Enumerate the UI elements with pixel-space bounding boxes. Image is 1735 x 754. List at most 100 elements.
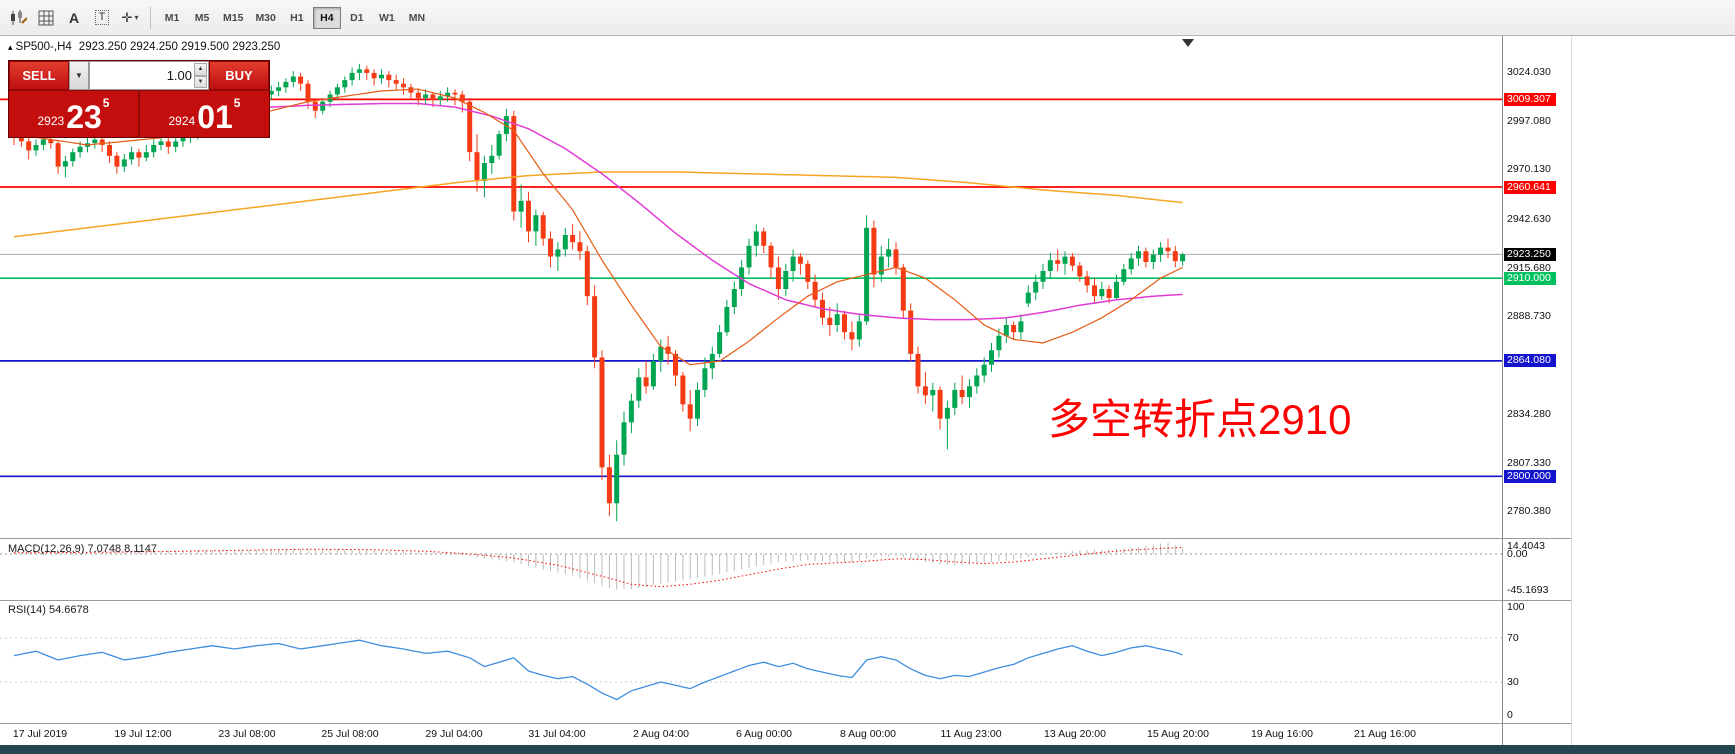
candlestick xyxy=(790,256,796,271)
candlestick xyxy=(92,139,98,144)
candlestick xyxy=(364,69,370,73)
candlestick xyxy=(915,353,921,387)
timeframe-button-MN[interactable]: MN xyxy=(403,7,431,29)
candlestick xyxy=(724,307,730,333)
candlestick xyxy=(320,101,326,111)
candlestick xyxy=(158,141,164,145)
candlestick xyxy=(842,314,847,333)
time-axis-label: 15 Aug 20:00 xyxy=(1147,728,1209,740)
candlestick xyxy=(107,145,112,156)
timeframe-button-M30[interactable]: M30 xyxy=(250,7,280,29)
volume-input[interactable] xyxy=(90,62,208,89)
order-type-dropdown[interactable]: ▼ xyxy=(69,61,89,90)
candlestick xyxy=(452,92,458,95)
chart-title-symbol: SP500-,H4 xyxy=(15,41,72,53)
rsi-value: 54.6678 xyxy=(48,604,89,616)
candlestick xyxy=(1128,258,1134,270)
candlestick xyxy=(570,235,576,243)
volume-decrease-button[interactable]: ▼ xyxy=(194,75,207,88)
candlestick xyxy=(878,256,884,275)
candlestick xyxy=(922,386,928,396)
timeframe-button-H1[interactable]: H1 xyxy=(283,7,311,29)
time-axis-label: 19 Aug 16:00 xyxy=(1251,728,1313,740)
textbox-tool-button[interactable]: T xyxy=(89,6,115,30)
candlestick xyxy=(1180,254,1186,262)
time-axis-label: 23 Jul 08:00 xyxy=(218,728,276,740)
candlestick xyxy=(797,256,803,264)
indicator-grid-icon xyxy=(38,10,54,25)
chart-tool-button[interactable] xyxy=(5,6,31,30)
bid-price-button[interactable]: 2923 23 5 xyxy=(9,91,140,137)
candlestick xyxy=(555,249,561,257)
candlestick xyxy=(70,152,76,162)
volume-box: ▲ ▼ xyxy=(89,61,209,90)
candlestick xyxy=(834,314,840,325)
candlestick xyxy=(526,200,531,232)
candlestick xyxy=(393,80,399,84)
toolbar: A T ✛ ▾ M1 M5 M15 M30 H1 H4 D1 W1 MN xyxy=(0,0,1735,36)
candlestick xyxy=(1040,271,1046,282)
ask-big-digits: 01 xyxy=(197,99,233,135)
bid-big-digits: 23 xyxy=(66,99,102,135)
candlestick xyxy=(930,389,936,396)
candlestick xyxy=(621,422,627,455)
candlestick xyxy=(77,146,83,153)
rsi-tick-label: 100 xyxy=(1507,601,1525,613)
candlestick xyxy=(99,139,105,145)
candlestick xyxy=(298,76,304,84)
ask-price-button[interactable]: 2924 01 5 xyxy=(140,91,269,137)
candlestick xyxy=(614,454,620,504)
candlestick xyxy=(628,400,634,423)
candlestick xyxy=(18,137,24,142)
candlestick xyxy=(459,94,465,102)
candlestick xyxy=(151,145,157,153)
timeframe-button-M5[interactable]: M5 xyxy=(188,7,216,29)
candlestick xyxy=(114,155,120,167)
price-line-badge: 3009.307 xyxy=(1504,92,1556,106)
price-line-badge: 2960.641 xyxy=(1504,180,1556,194)
candlestick xyxy=(849,332,855,340)
candlestick xyxy=(489,155,495,163)
candlestick xyxy=(496,134,502,156)
candlestick xyxy=(1011,325,1017,333)
time-axis-label: 11 Aug 23:00 xyxy=(940,728,1002,740)
time-axis-label: 21 Aug 16:00 xyxy=(1354,728,1416,740)
candlestick xyxy=(1055,260,1061,264)
chevron-down-icon: ▾ xyxy=(134,13,139,22)
sell-button[interactable]: SELL xyxy=(9,61,69,90)
candlestick xyxy=(55,143,61,167)
candlestick xyxy=(1165,247,1171,252)
price-tick-label: 3024.030 xyxy=(1507,66,1551,79)
chart-shift-marker[interactable] xyxy=(1182,39,1194,47)
time-axis-label: 13 Aug 20:00 xyxy=(1044,728,1106,740)
candlestick xyxy=(937,389,943,419)
indicators-button[interactable] xyxy=(33,6,59,30)
chart-title: ▴ SP500-,H4 2923.250 2924.250 2919.500 292… xyxy=(8,41,280,53)
timeframe-button-W1[interactable]: W1 xyxy=(373,7,401,29)
candlestick xyxy=(775,267,781,289)
timeframe-button-H4[interactable]: H4 xyxy=(312,6,341,29)
candlestick xyxy=(540,215,546,239)
symbol-marker-icon: ▴ xyxy=(8,42,13,52)
candlestick xyxy=(856,321,862,340)
candlestick xyxy=(1158,247,1164,255)
candlestick xyxy=(974,375,980,387)
text-label-tool-button[interactable]: A xyxy=(61,6,87,30)
crosshair-tool-button[interactable]: ✛ ▾ xyxy=(117,6,143,30)
chart-title-ohlc: 2923.250 2924.250 2919.500 2923.250 xyxy=(78,41,281,53)
current-price-badge: 2923.250 xyxy=(1504,247,1556,261)
buy-button[interactable]: BUY xyxy=(209,61,269,90)
candlestick xyxy=(481,163,487,181)
candlestick xyxy=(1047,260,1053,271)
price-tick-label: 2915.680 xyxy=(1507,261,1551,274)
indicator-line xyxy=(14,547,1183,588)
volume-increase-button[interactable]: ▲ xyxy=(194,63,207,76)
timeframe-group: M1 M5 M15 M30 H1 H4 D1 W1 MN xyxy=(157,6,432,29)
price-tick-label: 2807.330 xyxy=(1507,456,1551,469)
timeframe-button-D1[interactable]: D1 xyxy=(343,7,371,29)
timeframe-button-M15[interactable]: M15 xyxy=(218,7,248,29)
candlestick xyxy=(952,389,958,408)
time-axis-label: 19 Jul 12:00 xyxy=(114,728,172,740)
timeframe-button-M1[interactable]: M1 xyxy=(158,7,186,29)
time-axis-label: 25 Jul 08:00 xyxy=(321,728,379,740)
